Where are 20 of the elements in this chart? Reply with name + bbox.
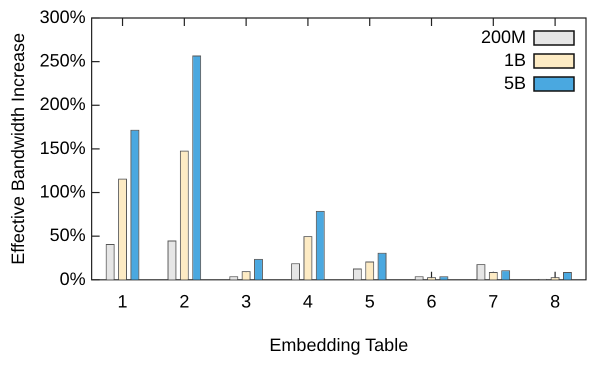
- x-tick-label: 1: [118, 292, 128, 312]
- legend-label: 200M: [480, 26, 526, 47]
- x-tick-label: 8: [550, 292, 560, 312]
- x-tick-label: 4: [302, 292, 313, 312]
- y-tick-label: 200%: [40, 94, 86, 114]
- y-tick-label: 50%: [50, 225, 86, 246]
- y-tick-label: 300%: [40, 6, 86, 27]
- x-tick-label: 3: [241, 292, 252, 312]
- y-tick-label: 100%: [40, 182, 86, 202]
- x-tick-label: 7: [488, 292, 498, 312]
- x-tick-label: 2: [179, 292, 190, 312]
- y-axis-title: Effective Bandwidth Increase: [8, 32, 28, 265]
- y-tick-label: 150%: [40, 138, 86, 158]
- legend-label: 5B: [504, 72, 526, 93]
- x-axis-title: Embedding Table: [269, 335, 408, 356]
- x-tick-label: 6: [426, 292, 437, 312]
- x-tick-label: 5: [364, 292, 375, 312]
- y-tick-label: 250%: [40, 50, 86, 71]
- y-tick-label: 0%: [60, 268, 86, 289]
- legend-label: 1B: [504, 50, 526, 70]
